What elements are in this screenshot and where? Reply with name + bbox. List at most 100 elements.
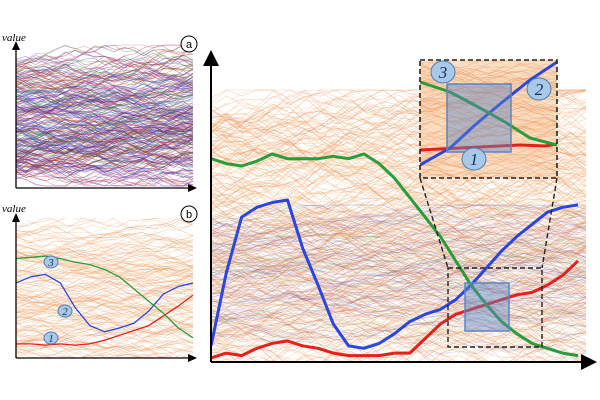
background-line [420,139,557,155]
background-line [16,139,193,161]
background-line [211,186,586,234]
background-line [211,233,586,267]
background-line [16,310,193,329]
background-line [211,219,586,281]
background-line [420,120,557,141]
background-line [16,321,193,351]
background-line [211,254,586,282]
background-line [16,294,193,320]
background-line [211,204,586,248]
panel-a-x-arrow [188,184,197,192]
background-line [420,97,557,113]
background-line [420,98,557,114]
background-line [16,315,193,344]
background-line [16,99,193,132]
background-line [211,319,586,354]
background-line [16,250,193,271]
main-zoom-region [447,267,543,348]
background-line [420,144,557,160]
background-line [211,213,586,266]
background-line [211,250,586,297]
background-line [16,218,193,238]
background-line [16,238,193,259]
zoom-badge-2-shape [526,77,552,101]
background-line [16,297,193,320]
background-line [420,82,557,111]
background-line [16,243,193,259]
background-line [16,127,193,159]
background-line [16,263,193,294]
background-line [211,188,586,221]
background-line [211,274,586,343]
background-line [211,295,586,327]
background-line [211,236,586,272]
background-line [211,313,586,362]
background-line [211,305,586,336]
background-line [16,243,193,269]
background-line [16,292,193,311]
zoom-series-3-line [420,80,557,147]
background-line [16,260,193,283]
background-line [211,292,586,314]
background-line [211,294,586,327]
background-line [211,194,586,255]
background-line [211,214,586,293]
background-line [211,222,586,302]
background-line [16,330,193,358]
background-line [211,231,586,252]
background-line [16,223,193,235]
background-line [16,304,193,317]
background-line [211,228,586,267]
background-line [211,314,586,336]
background-line [16,218,114,230]
background-line [211,183,586,269]
main-series [211,152,580,360]
background-line [211,279,586,308]
background-line [420,169,557,178]
background-line [16,345,193,358]
background-line [420,121,557,138]
panel-b-marker [180,205,198,223]
background-line [420,113,557,151]
background-line [16,253,193,279]
background-line [16,272,193,300]
background-line [420,174,557,178]
background-line [16,124,193,136]
background-line [211,221,586,264]
background-line [420,98,557,127]
background-line [420,129,557,161]
background-line [16,269,193,292]
background-line [211,284,586,362]
background-line [211,314,586,345]
background-line [211,220,586,303]
background-line [211,142,586,225]
background-line [211,247,586,270]
background-line [16,76,193,94]
background-line [420,93,557,110]
background-line [16,263,193,275]
background-line [420,109,557,136]
background-line [211,284,586,301]
background-line [16,274,193,308]
background-line [211,198,586,250]
background-line [420,153,557,174]
background-line [420,150,557,170]
background-line [211,204,586,232]
background-line [211,254,586,299]
background-line [211,321,586,352]
background-line [211,183,586,272]
background-line [16,254,193,280]
background-line [211,208,586,265]
background-line [211,240,586,362]
background-line [211,259,586,296]
background-line [16,292,193,313]
background-line [16,230,193,252]
background-line [16,89,193,115]
background-line [211,265,586,290]
background-line [211,300,586,343]
background-line [211,250,586,294]
background-line [211,207,586,248]
background-line [420,161,557,178]
background-line [211,266,586,287]
background-line [211,222,586,287]
